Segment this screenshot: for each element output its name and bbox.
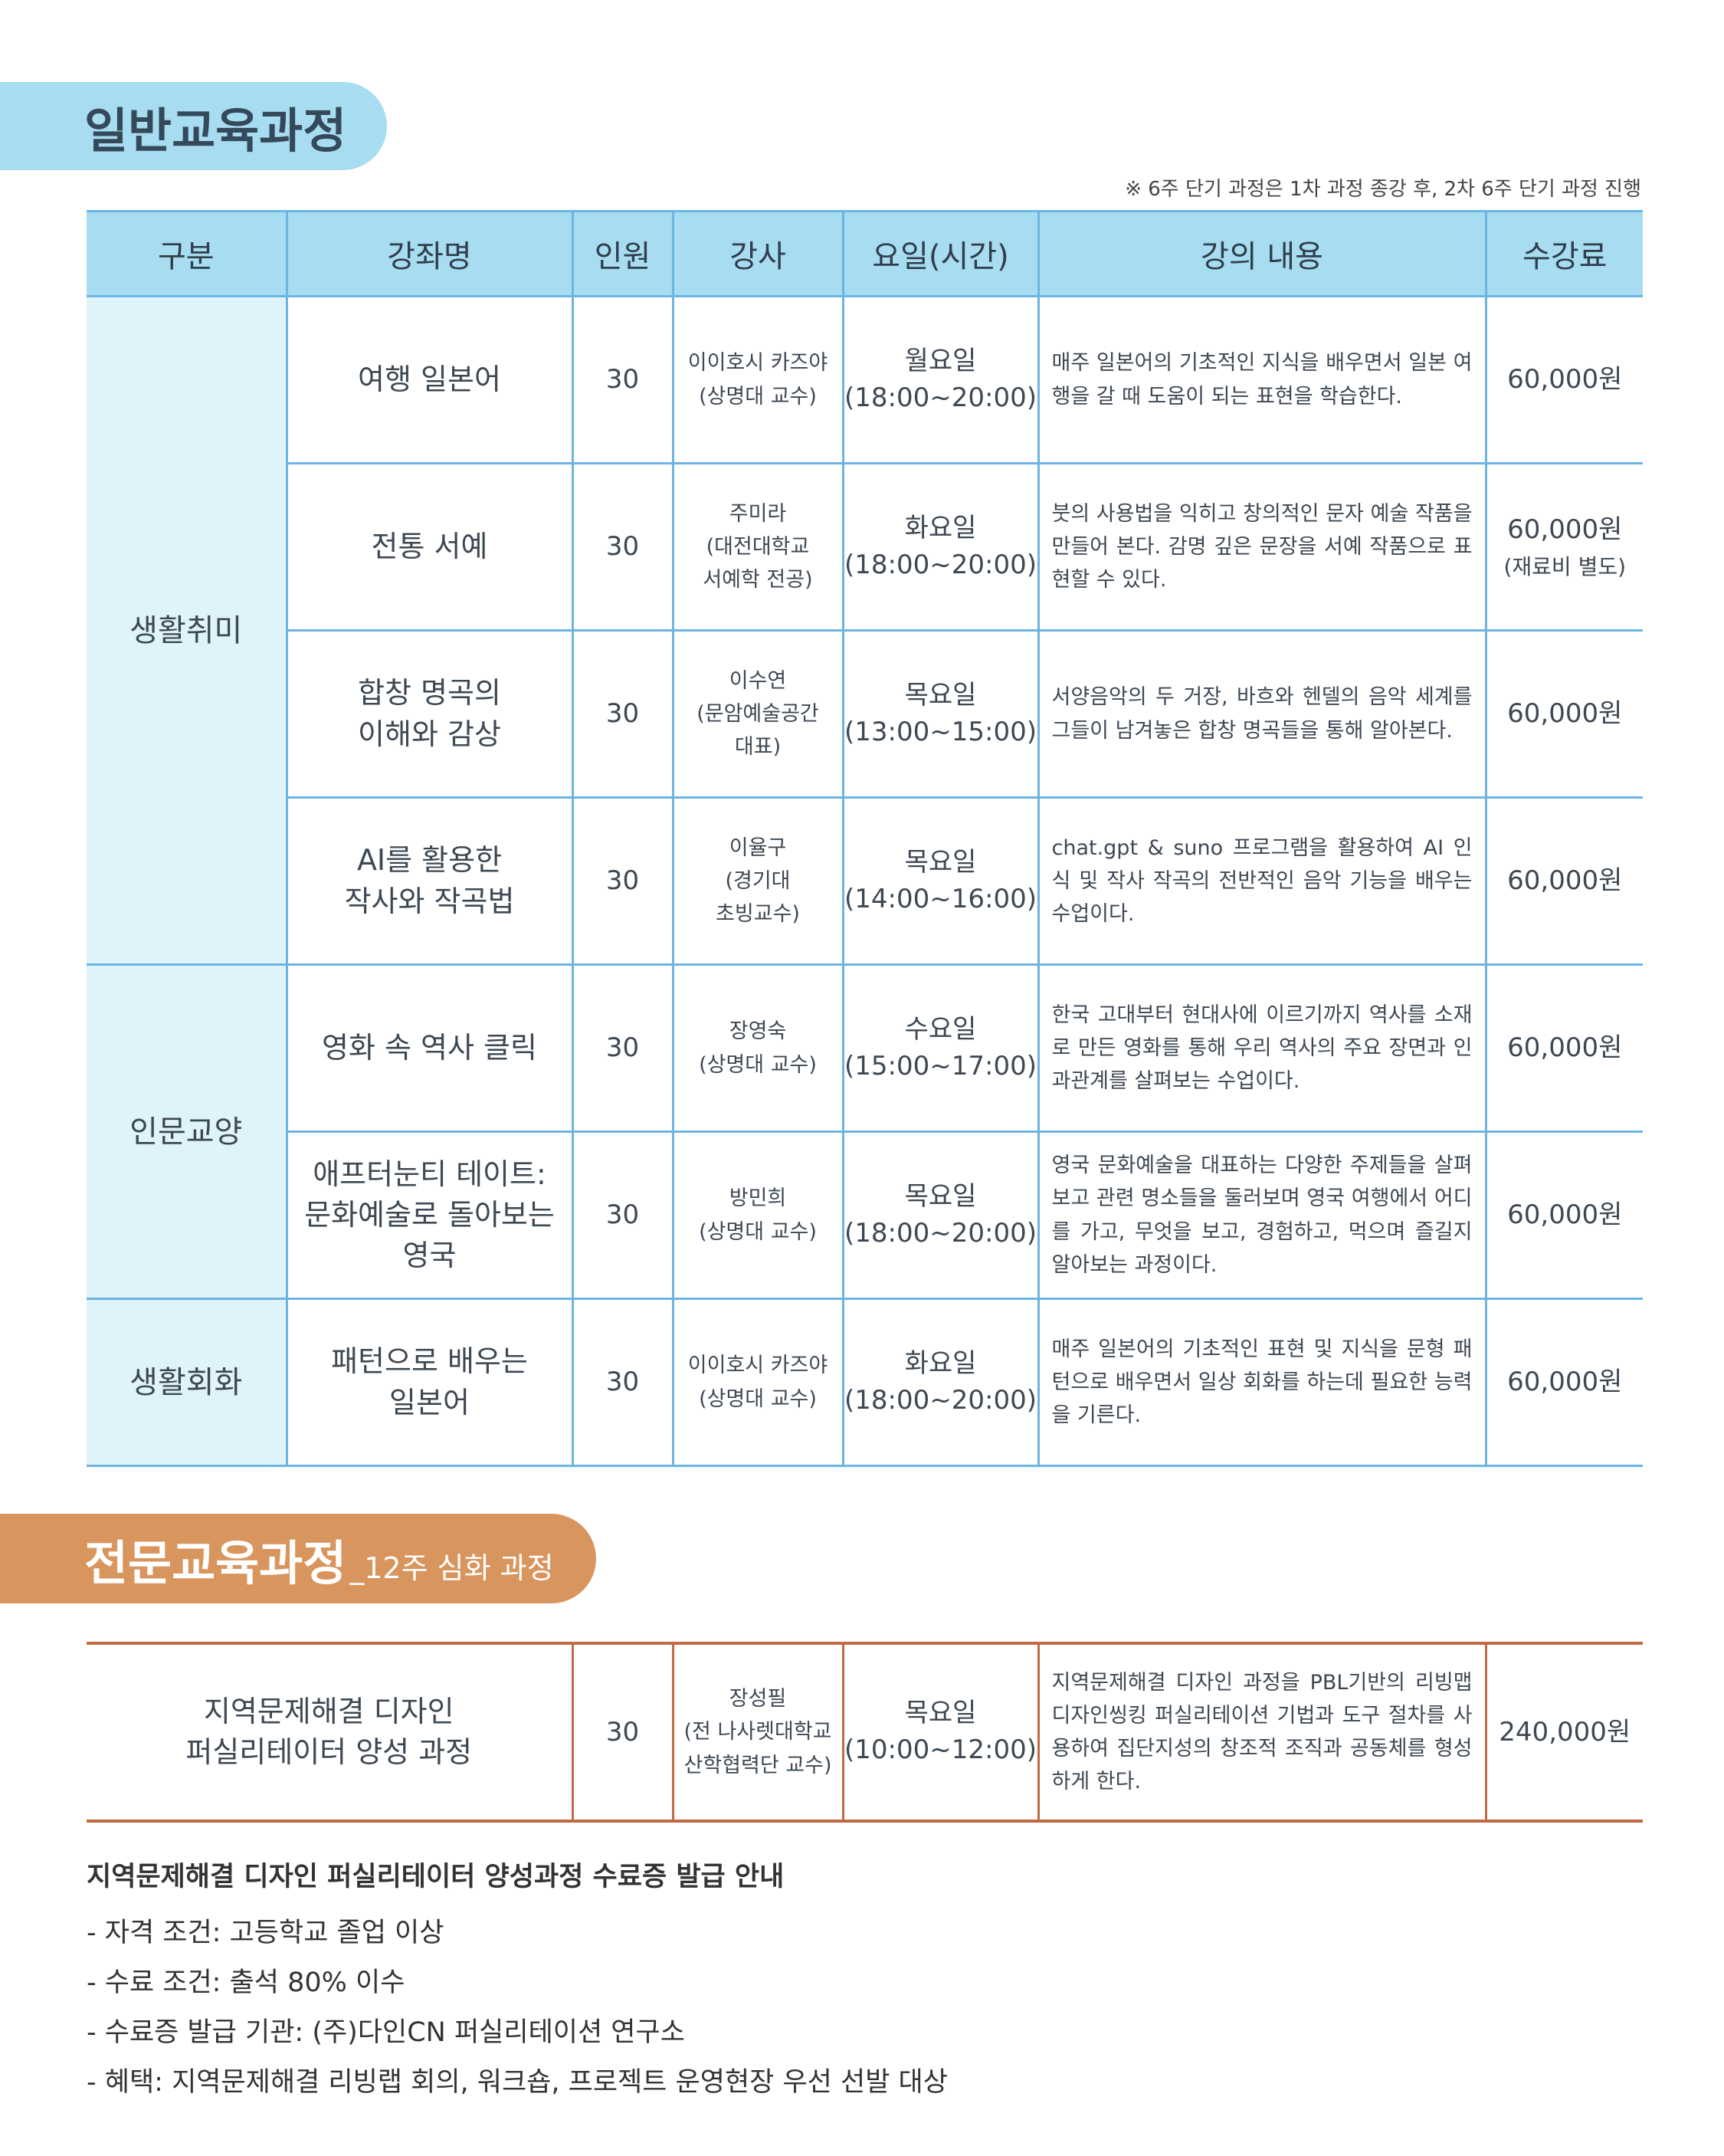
course-teacher: 주미라 (대전대학교 서예학 전공) xyxy=(671,462,844,632)
expert-course-table: 지역문제해결 디자인 퍼실리테이터 양성 과정 30 장성필 (전 나사렛대학교… xyxy=(87,1642,1643,1823)
course-count: 30 xyxy=(571,1298,674,1467)
section2-subtitle: _12주 심화 과정 xyxy=(349,1551,554,1585)
course-name: 여행 일본어 xyxy=(285,295,574,464)
course-teacher: 장영숙 (상명대 교수) xyxy=(671,963,844,1133)
certificate-notes: 지역문제해결 디자인 퍼실리테이터 양성과정 수료증 발급 안내 - 자격 조건… xyxy=(87,1855,948,2110)
course-name: 애프터눈티 테이트: 문화예술로 돌아보는 영국 xyxy=(287,1131,574,1300)
course-name: 합창 명곡의 이해와 감상 xyxy=(287,629,574,799)
section2-title: 전문교육과정 _12주 심화 과정 xyxy=(0,1514,596,1603)
course-name: AI를 활용한 작사와 작곡법 xyxy=(287,796,574,966)
course-count: 30 xyxy=(571,1643,673,1821)
course-teacher: 방민희 (상명대 교수) xyxy=(671,1131,844,1300)
course-teacher: 이수연 (문암예술공간 대표) xyxy=(671,629,844,799)
fee-note: (재료비 별도) xyxy=(1503,554,1627,580)
course-fee: 60,000원 xyxy=(1484,295,1643,464)
notes-heading: 지역문제해결 디자인 퍼실리테이터 양성과정 수료증 발급 안내 xyxy=(87,1862,785,1892)
course-desc: 붓의 사용법을 익히고 창의적인 문자 예술 작품을 만들어 본다. 감명 깊은… xyxy=(1037,462,1487,632)
note-item: - 수료 조건: 출석 80% 이수 xyxy=(87,1967,405,1998)
course-time: 화요일 (18:00~20:00) xyxy=(841,462,1040,632)
course-teacher: 이율구 (경기대 초빙교수) xyxy=(671,796,844,966)
course-name: 영화 속 역사 클릭 xyxy=(285,963,574,1133)
course-fee: 60,000원 xyxy=(1484,963,1643,1133)
header-teacher: 강사 xyxy=(671,210,844,297)
course-time: 목요일 (18:00~20:00) xyxy=(841,1131,1040,1300)
section1-title: 일반교육과정 xyxy=(0,82,387,170)
table-row: 생활회화 패턴으로 배우는 일본어 30 이이호시 카즈야 (상명대 교수) 화요일 (… xyxy=(87,1298,1643,1467)
course-desc: 영국 문화예술을 대표하는 다양한 주제들을 살펴보고 관련 명소들을 둘러보며… xyxy=(1037,1131,1487,1300)
course-fee: 60,000원 (재료비 별도) xyxy=(1484,462,1643,632)
course-time: 수요일 (15:00~17:00) xyxy=(841,963,1040,1133)
category-cell: 생활회화 xyxy=(87,1298,288,1467)
fee-value: 60,000원 xyxy=(1507,364,1623,395)
course-count: 30 xyxy=(571,462,674,632)
course-time: 화요일 (18:00~20:00) xyxy=(841,1298,1040,1467)
course-count: 30 xyxy=(571,1131,674,1300)
note-item: - 수료증 발급 기관: (주)다인CN 퍼실리테이션 연구소 xyxy=(87,2017,685,2048)
course-fee: 60,000원 xyxy=(1484,1298,1643,1467)
course-time: 월요일 (18:00~20:00) xyxy=(841,295,1040,464)
fee-value: 60,000원 xyxy=(1507,865,1623,897)
course-fee: 240,000원 xyxy=(1484,1643,1643,1821)
section2-title-text: 전문교육과정 xyxy=(84,1534,347,1591)
header-time: 요일(시간) xyxy=(841,210,1040,297)
course-time: 목요일 (13:00~15:00) xyxy=(841,629,1040,799)
header-desc: 강의 내용 xyxy=(1037,210,1487,297)
general-course-table: 구분 강좌명 인원 강사 요일(시간) 강의 내용 수강료 생활취미 여행 일본어… xyxy=(87,210,1643,1467)
category-cell: 인문교양 xyxy=(87,963,288,1300)
category-cell: 생활취미 xyxy=(87,295,288,966)
course-desc: 한국 고대부터 현대사에 이르기까지 역사를 소재로 만든 영화를 통해 우리 … xyxy=(1037,963,1487,1133)
schedule-note: ※ 6주 단기 과정은 1차 과정 종강 후, 2차 6주 단기 과정 진행 xyxy=(1125,178,1641,201)
table-row: 지역문제해결 디자인 퍼실리테이터 양성 과정 30 장성필 (전 나사렛대학교… xyxy=(87,1643,1643,1821)
table-row: 생활취미 여행 일본어 30 이이호시 카즈야 (상명대 교수) 월요일 (18:00~… xyxy=(87,295,1643,966)
course-name: 전통 서예 xyxy=(287,462,574,632)
fee-value: 60,000원 xyxy=(1507,1367,1623,1398)
table-row: AI를 활용한 작사와 작곡법 30 이율구 (경기대 초빙교수) 목요일 (14:0… xyxy=(87,796,1643,966)
course-time: 목요일 (14:00~16:00) xyxy=(841,796,1040,966)
course-name: 지역문제해결 디자인 퍼실리테이터 양성 과정 xyxy=(185,1694,473,1769)
table-row: 인문교양 영화 속 역사 클릭 30 장영숙 (상명대 교수) 수요일 (15:00~1… xyxy=(87,963,1643,1300)
header-course: 강좌명 xyxy=(285,210,574,297)
fee-value: 60,000원 xyxy=(1507,514,1623,545)
course-desc: 매주 일본어의 기초적인 지식을 배우면서 일본 여행을 갈 때 도움이 되는 … xyxy=(1037,295,1487,464)
table-row: 전통 서예 30 주미라 (대전대학교 서예학 전공) 화요일 (18:00~20:0… xyxy=(87,462,1643,632)
course-fee: 60,000원 xyxy=(1484,796,1643,966)
course-name: 패턴으로 배우는 일본어 xyxy=(285,1298,574,1467)
table-row: 애프터눈티 테이트: 문화예술로 돌아보는 영국 30 방민희 (상명대 교수) 목요… xyxy=(87,1131,1643,1300)
course-fee: 60,000원 xyxy=(1484,1131,1643,1300)
note-item: - 자격 조건: 고등학교 졸업 이상 xyxy=(87,1918,444,1948)
course-count: 30 xyxy=(571,295,674,464)
table-row: 합창 명곡의 이해와 감상 30 이수연 (문암예술공간 대표) 목요일 (13:00… xyxy=(87,629,1643,799)
fee-value: 60,000원 xyxy=(1507,698,1623,730)
course-desc: 서양음악의 두 거장, 바흐와 헨델의 음악 세계를 그들이 남겨놓은 합창 명… xyxy=(1037,629,1487,799)
fee-value: 60,000원 xyxy=(1507,1199,1623,1231)
course-count: 30 xyxy=(571,963,674,1133)
header-count: 인원 xyxy=(571,210,674,297)
course-desc: 지역문제해결 디자인 과정을 PBL기반의 리빙맵 디자인씽킹 퍼실리테이션 기… xyxy=(1037,1643,1486,1821)
fee-value: 60,000원 xyxy=(1507,1032,1623,1064)
note-item: - 혜택: 지역문제해결 리빙랩 회의, 워크숍, 프로젝트 운영현장 우선 선… xyxy=(87,2067,948,2098)
course-time: 목요일 (10:00~12:00) xyxy=(841,1643,1038,1821)
course-teacher: 장성필 (전 나사렛대학교 산학협력단 교수) xyxy=(671,1643,843,1821)
header-fee: 수강료 xyxy=(1484,210,1643,297)
course-fee: 60,000원 xyxy=(1484,629,1643,799)
course-desc: chat.gpt & suno 프로그램을 활용하여 AI 인식 및 작사 작곡… xyxy=(1037,796,1487,966)
header-category: 구분 xyxy=(87,210,288,297)
course-count: 30 xyxy=(571,629,674,799)
course-teacher: 이이호시 카즈야 (상명대 교수) xyxy=(671,295,844,464)
course-desc: 매주 일본어의 기초적인 표현 및 지식을 문형 패턴으로 배우면서 일상 회화… xyxy=(1037,1298,1487,1467)
course-count: 30 xyxy=(571,796,674,966)
course-teacher: 이이호시 카즈야 (상명대 교수) xyxy=(671,1298,844,1467)
